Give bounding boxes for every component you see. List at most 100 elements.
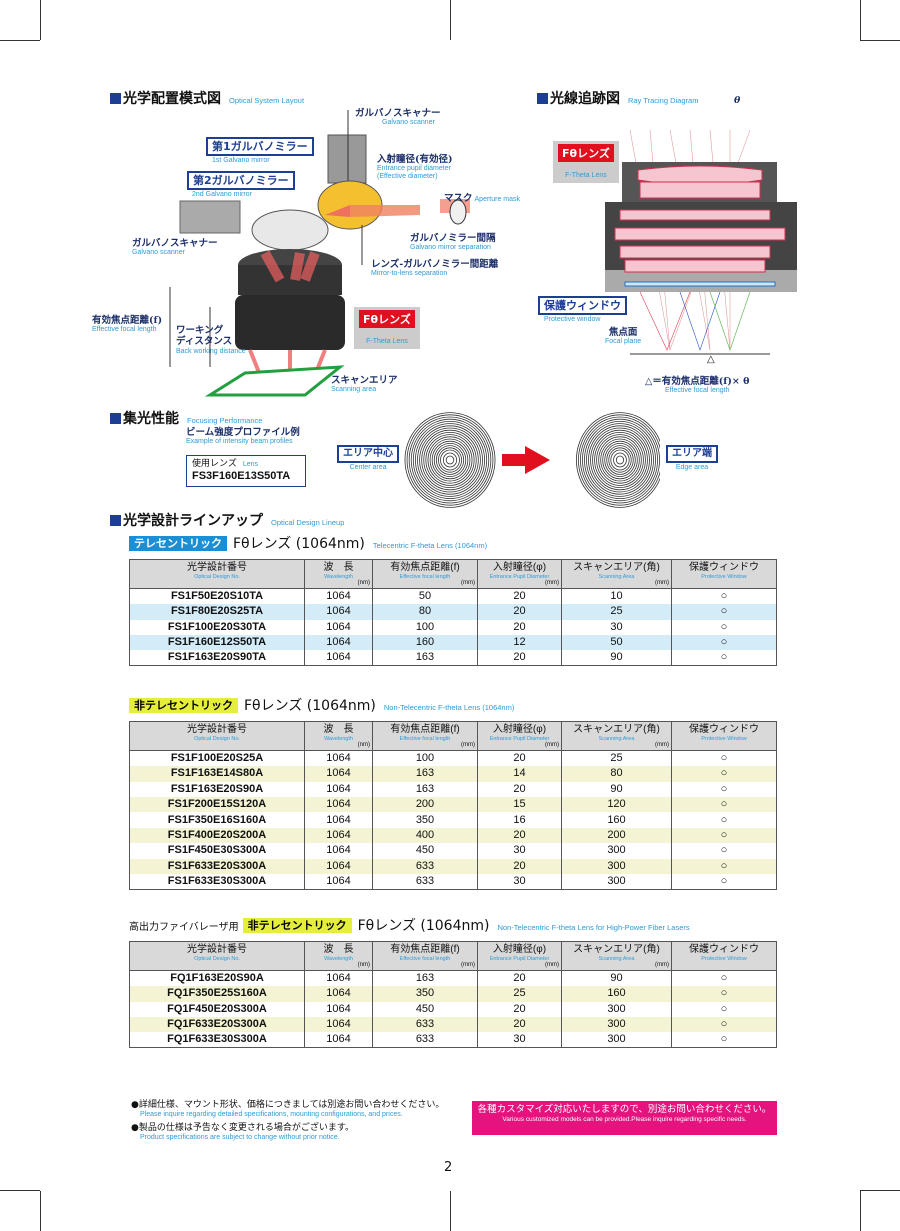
ftheta-lens-label: Fθレンズ F-Theta Lens <box>354 307 420 349</box>
table-cell: ○ <box>671 858 777 875</box>
mask-label: マスク Aperture mask <box>444 193 520 204</box>
crop-mark <box>860 0 861 40</box>
table-cell: 633 <box>372 1017 478 1033</box>
beam-ring <box>598 436 642 484</box>
beam-ring <box>429 438 471 482</box>
table-cell: 90 <box>561 781 672 798</box>
type-badge: 非テレセントリック <box>242 918 352 933</box>
galvano-top-label: ガルバノスキャナー Galvano scanner <box>355 108 441 127</box>
beam-ring <box>427 436 473 484</box>
optical-layout-diagram <box>169 110 470 397</box>
table-cell: 1064 <box>304 1001 373 1018</box>
section-title-ray: 光線追跡図 Ray Tracing Diagram <box>537 88 698 108</box>
table-cell: 90 <box>561 970 672 987</box>
edge-area-label: エリア端 Edge area <box>666 445 718 472</box>
section-title-focus: 集光性能 Focusing Performance <box>110 408 262 428</box>
beam-ring <box>588 425 652 495</box>
table-cell: 163 <box>372 766 478 782</box>
section-title-lineup: 光学設計ラインアップ Optical Design Lineup <box>110 510 344 530</box>
beam-ring <box>615 455 625 465</box>
label: ディスタンス <box>176 336 233 348</box>
label: Protective window <box>544 316 601 324</box>
label-box: 第2ガルバノミラー <box>187 171 295 191</box>
table-cell: 450 <box>372 843 478 859</box>
table-cell: FQ1F633E20S300A <box>129 1017 305 1033</box>
table-row: FQ1F633E20S300A 1064 633 20 300 ○ <box>129 1017 777 1033</box>
table-cell: 20 <box>477 827 562 844</box>
bwd-label: ワーキング ディスタンス Back working distance <box>176 325 246 356</box>
table-cell: FS1F400E20S200A <box>129 827 305 844</box>
table-cell: 30 <box>477 874 562 890</box>
table-cell: 300 <box>561 843 672 859</box>
type-badge: 非テレセントリック <box>129 698 238 713</box>
lineup-table-3: 高出力ファイバレーザ用 非テレセントリック Fθレンズ (1064nm) Non-Te… <box>129 917 777 1049</box>
table-cell: 15 <box>477 797 562 813</box>
table-row: FS1F80E20S25TA 1064 80 20 25 ○ <box>129 604 777 620</box>
table-cell: FQ1F163E20S90A <box>129 970 305 987</box>
spec-table: 光学設計番号 Optical Design No. 波 長 Wavelength (nm… <box>129 558 777 667</box>
label: Focal plane <box>605 338 642 346</box>
beam-ring <box>584 421 656 499</box>
table-row: FS1F200E15S120A 1064 200 15 120 ○ <box>129 797 777 813</box>
label: ガルバノミラー間隔 <box>410 233 496 244</box>
crop-mark <box>40 1191 41 1231</box>
table-cell: 1064 <box>304 986 373 1002</box>
table-cell: ○ <box>671 619 777 636</box>
table-cell: 300 <box>561 1017 672 1033</box>
label: ビーム強度プロファイル例 <box>186 427 300 438</box>
table-cell: 14 <box>477 766 562 782</box>
table-cell: 25 <box>561 750 672 767</box>
crop-mark <box>860 1191 861 1231</box>
beam-ring <box>592 429 648 491</box>
table-row: FS1F163E20S90A 1064 163 20 90 ○ <box>129 781 777 798</box>
mirror2-label: 第2ガルバノミラー 2nd Galvano mirror <box>187 171 295 199</box>
table-cell: ○ <box>671 797 777 813</box>
table-row: FQ1F450E20S300A 1064 450 20 300 ○ <box>129 1001 777 1018</box>
label: Galvano mirror separation <box>410 244 491 252</box>
label: レンズ-ガルバノミラー間距離 <box>371 259 499 270</box>
beam-ring <box>596 434 644 486</box>
table-row: FS1F100E20S30TA 1064 100 20 30 ○ <box>129 619 777 636</box>
beam-ring <box>613 452 627 468</box>
label: ワーキング <box>176 325 224 336</box>
registration-mark <box>450 1191 451 1231</box>
mirror1-label: 第1ガルバノミラー 1st Galvano mirror <box>206 137 314 165</box>
beam-ring <box>417 425 483 495</box>
label: Edge area <box>675 464 709 471</box>
beam-ring <box>419 427 481 493</box>
table-title: Fθレンズ (1064nm) <box>233 536 365 552</box>
table-cell: 1064 <box>304 750 373 767</box>
crop-mark <box>40 0 41 40</box>
column-header: 有効焦点距離(f) Effective focal length (mm) <box>372 720 478 752</box>
column-header: 波 長 Wavelength (nm) <box>304 558 373 590</box>
table-cell: FQ1F633E30S300A <box>129 1032 305 1049</box>
column-header: 入射瞳径(φ) Entrance Pupil Diameter (mm) <box>477 558 562 590</box>
table-cell: ○ <box>671 750 777 767</box>
table-cell: 300 <box>561 858 672 875</box>
table-cell: 450 <box>372 1001 478 1018</box>
table-row: FS1F350E16S160A 1064 350 16 160 ○ <box>129 812 777 828</box>
table-cell: ○ <box>671 874 777 890</box>
lineup-table-1: テレセントリック Fθレンズ (1064nm) Telecentric F-thet… <box>129 535 777 667</box>
table-cell: ○ <box>671 781 777 798</box>
table-cell: FS1F163E14S80A <box>129 766 305 782</box>
column-header: 保護ウィンドウ Protective Window <box>671 558 777 590</box>
table-cell: 25 <box>477 986 562 1002</box>
note: ●製品の仕様は予告なく変更される場合がございます。 <box>131 1122 354 1133</box>
label: Effective focal length <box>92 326 157 334</box>
section-title-layout: 光学配置模式図 Optical System Layout <box>110 88 304 108</box>
table-cell: 20 <box>477 970 562 987</box>
table-cell: 20 <box>477 619 562 636</box>
table-cell: 20 <box>477 650 562 667</box>
galvano-left-label: ガルバノスキャナー Galvano scanner <box>132 238 218 257</box>
table-cell: FQ1F450E20S300A <box>129 1001 305 1018</box>
table-cell: FS1F163E20S90TA <box>129 650 305 667</box>
table-prefix: 高出力ファイバレーザ用 <box>129 922 239 933</box>
column-header: 有効焦点距離(f) Effective focal length (mm) <box>372 558 478 590</box>
table-cell: 1064 <box>304 812 373 828</box>
beam-ring <box>578 414 660 506</box>
table-cell: ○ <box>671 588 777 605</box>
label: Scanning area <box>331 386 377 394</box>
beam-ring <box>602 440 638 480</box>
crop-mark <box>860 40 900 41</box>
